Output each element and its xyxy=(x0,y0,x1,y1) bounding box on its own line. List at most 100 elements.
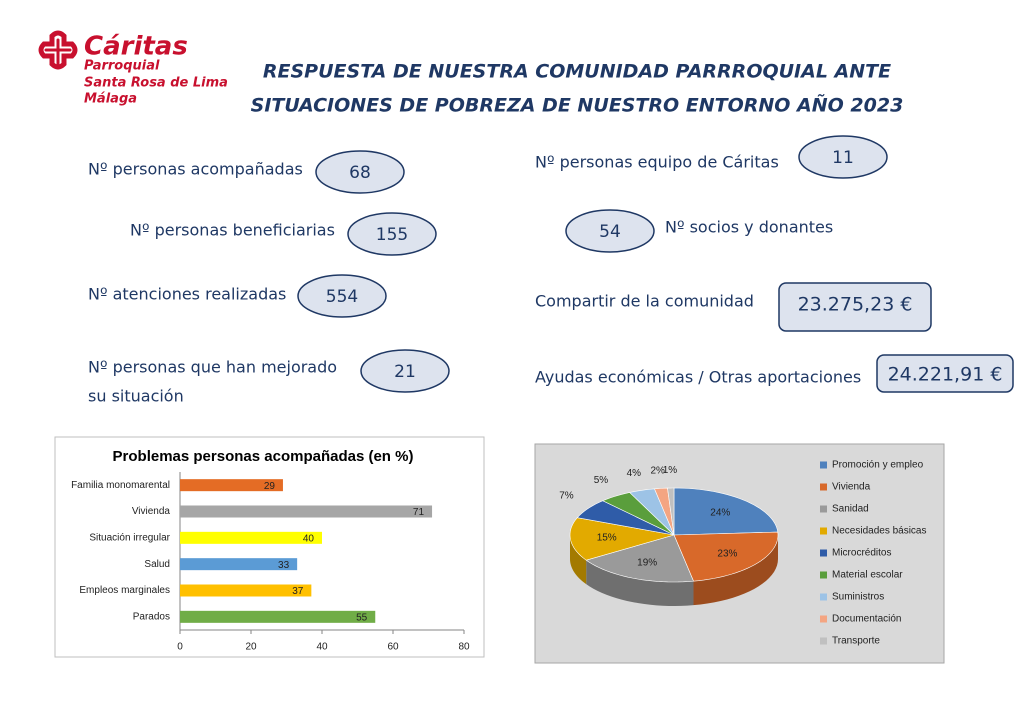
stat-bubble xyxy=(565,209,655,253)
y-tick-label: Empleos marginales xyxy=(79,585,170,596)
pie-top xyxy=(585,534,694,583)
pie-top xyxy=(576,500,675,536)
legend-label: Vivienda xyxy=(832,482,871,493)
stat-value: 21 xyxy=(394,362,416,382)
pie-side xyxy=(693,535,778,606)
stat-label: Nº atenciones realizadas xyxy=(88,285,286,304)
x-tick-label: 20 xyxy=(245,642,257,653)
data-label: 7% xyxy=(559,491,574,502)
stat-label: Nº personas beneficiarias xyxy=(130,221,335,240)
pie-slice xyxy=(667,487,675,536)
data-label: 71 xyxy=(413,507,425,518)
legend-label: Suministros xyxy=(832,592,884,603)
pie-side xyxy=(570,535,587,585)
stat-bubble xyxy=(360,349,450,393)
y-tick-label: Vivienda xyxy=(132,506,171,517)
stat-value: 554 xyxy=(326,287,358,307)
legend-swatch xyxy=(820,483,827,491)
stat-label: Nº socios y donantes xyxy=(665,218,833,237)
legend-label: Documentación xyxy=(832,614,901,625)
legend-label: Sanidad xyxy=(832,504,869,515)
logo-icon xyxy=(38,30,78,70)
legend-label: Microcréditos xyxy=(832,548,891,559)
data-label: 1% xyxy=(663,465,678,476)
stat-label: Compartir de la comunidad xyxy=(535,292,754,311)
data-label: 5% xyxy=(594,475,609,486)
data-label: 37 xyxy=(292,586,304,597)
pie-slice xyxy=(673,531,779,606)
y-tick-label: Familia monomarental xyxy=(71,480,170,491)
pie-slice xyxy=(629,488,675,536)
pie-slice xyxy=(585,534,694,606)
data-label: 4% xyxy=(627,468,642,479)
stat-value: 24.221,91 € xyxy=(888,364,1003,386)
pie-top xyxy=(602,492,675,536)
bar xyxy=(180,610,376,623)
stat-label: Ayudas económicas / Otras aportaciones xyxy=(535,368,861,387)
legend-label: Promoción y empleo xyxy=(832,460,924,471)
data-label: 33 xyxy=(278,560,290,571)
legend-swatch xyxy=(820,549,827,557)
stat-label: Nº personas equipo de Cáritas xyxy=(535,153,779,172)
x-tick-label: 40 xyxy=(316,642,328,653)
bar xyxy=(180,505,433,518)
chart-title: Problemas personas acompañadas (en %) xyxy=(113,448,414,465)
legend-swatch xyxy=(820,571,827,579)
data-label: 24% xyxy=(710,507,730,518)
stat-bubble xyxy=(297,274,387,318)
data-label: 55 xyxy=(356,612,368,623)
bar xyxy=(180,558,298,571)
pie-slice xyxy=(569,517,675,585)
stat-value: 68 xyxy=(349,163,371,183)
bar xyxy=(180,531,322,544)
y-tick-label: Situación irregular xyxy=(89,532,170,543)
pie-top xyxy=(667,487,675,536)
stat-label: Nº personas acompañadas xyxy=(88,160,303,179)
x-tick-label: 60 xyxy=(387,642,399,653)
stat-bubble xyxy=(347,212,437,256)
title-line: RESPUESTA DE NUESTRA COMUNIDAD PARRROQUI… xyxy=(263,61,891,83)
pie-top xyxy=(569,517,675,561)
data-label: 29 xyxy=(264,481,276,492)
stat-value: 155 xyxy=(376,225,408,245)
pie-top xyxy=(629,488,675,536)
bar xyxy=(180,584,312,597)
y-tick-label: Parados xyxy=(133,611,170,622)
data-label: 19% xyxy=(637,558,657,569)
data-label: 2% xyxy=(650,465,665,476)
stat-bubble xyxy=(798,135,888,179)
pie-side xyxy=(586,560,694,606)
stat-bubble xyxy=(315,150,405,194)
legend-label: Transporte xyxy=(832,636,880,647)
logo-line: Málaga xyxy=(84,92,137,107)
pie-slice xyxy=(576,500,675,536)
stat-value: 54 xyxy=(599,222,621,242)
stat-label: Nº personas que han mejorado xyxy=(88,358,337,377)
data-label: 15% xyxy=(597,533,617,544)
title-line: SITUACIONES DE POBREZA DE NUESTRO ENTORN… xyxy=(251,93,904,117)
logo-name: Cáritas xyxy=(84,32,188,62)
bar xyxy=(180,479,283,492)
logo-line: Santa Rosa de Lima xyxy=(84,76,228,91)
legend-swatch xyxy=(820,527,827,535)
x-tick-label: 80 xyxy=(458,642,470,653)
legend-swatch xyxy=(820,615,827,623)
stat-box xyxy=(778,282,932,332)
bar-chart-frame xyxy=(54,436,485,658)
logo-line: Parroquial xyxy=(84,59,160,74)
x-tick-label: 0 xyxy=(177,642,183,653)
pie-slice xyxy=(673,487,779,536)
y-tick-label: Salud xyxy=(144,559,170,570)
data-label: 23% xyxy=(717,548,737,559)
legend-swatch xyxy=(820,593,827,601)
pie-slice xyxy=(602,492,675,536)
stat-value: 23.275,23 € xyxy=(798,294,913,316)
legend-label: Necesidades básicas xyxy=(832,526,927,537)
stat-box xyxy=(876,354,1014,393)
pie-top xyxy=(673,487,779,536)
data-label: 40 xyxy=(303,533,315,544)
pie-top xyxy=(673,531,779,582)
legend-swatch xyxy=(820,461,827,469)
